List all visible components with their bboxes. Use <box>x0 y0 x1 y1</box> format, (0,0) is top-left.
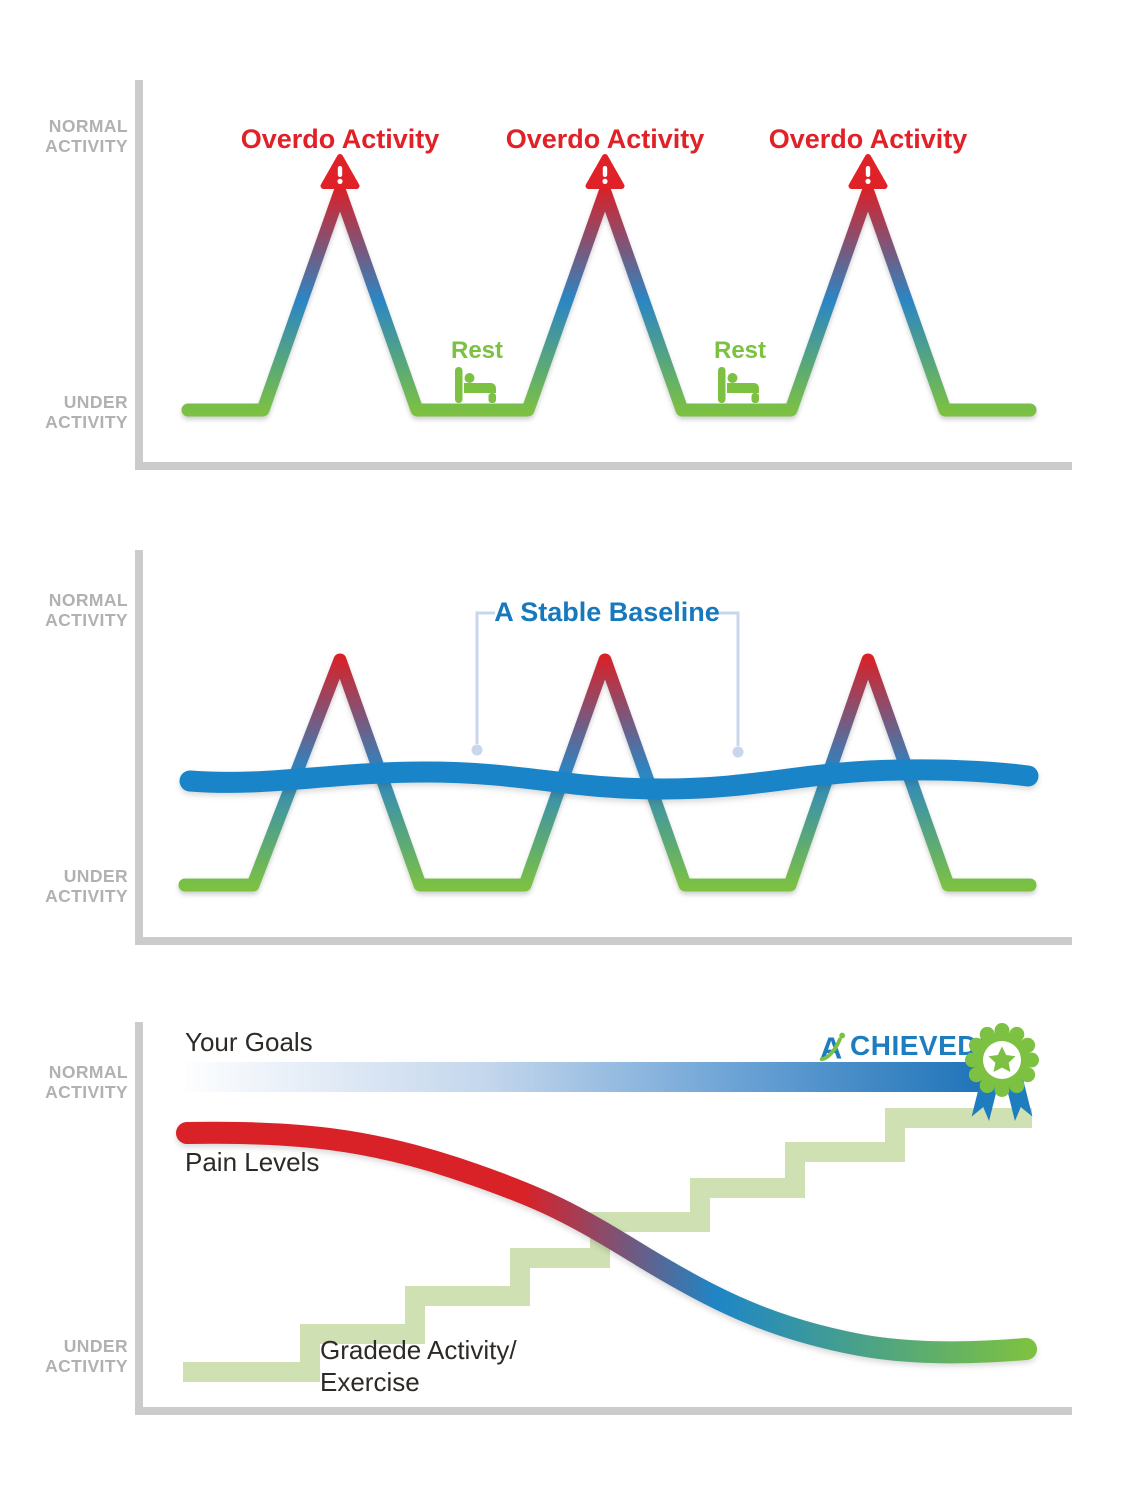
achieved-label: A CHIEVED! <box>818 1030 988 1065</box>
rest-label-1: Rest <box>450 337 504 364</box>
rest-label-2: Rest <box>713 337 767 364</box>
chart1-ylabel-under: UNDER ACTIVITY <box>45 392 128 432</box>
rest-bed-icon <box>716 367 764 410</box>
warning-triangle-icon <box>585 153 625 195</box>
rest-bed-icon <box>453 367 501 410</box>
your-goals-label: Your Goals <box>185 1027 313 1057</box>
overdo-activity-label-1: Overdo Activity <box>240 124 440 154</box>
chart1-boom-bust-line <box>181 185 1037 417</box>
stable-baseline-brackets <box>471 611 744 758</box>
stable-baseline-label: A Stable Baseline <box>494 597 720 627</box>
chart3-ylabel-normal: NORMAL ACTIVITY <box>45 1062 128 1102</box>
chart3-axes <box>135 1022 1072 1415</box>
pain-levels-label: Pain Levels <box>185 1147 320 1177</box>
chart1-ylabel-normal: NORMAL ACTIVITY <box>45 116 128 156</box>
overdo-activity-label-2: Overdo Activity <box>505 124 705 154</box>
chart2-axes <box>135 550 1072 945</box>
chart2-ylabel-under: UNDER ACTIVITY <box>45 866 128 906</box>
chart3-ylabel-under: UNDER ACTIVITY <box>45 1336 128 1376</box>
achieved-logo-a-icon: A <box>818 1030 849 1065</box>
warning-triangle-icon <box>848 153 888 195</box>
graded-activity-label: Gradede Activity/Exercise <box>320 1335 517 1397</box>
warning-triangle-icon <box>320 153 360 195</box>
pain-levels-curve <box>176 1121 1037 1364</box>
chart1-axes <box>135 80 1072 470</box>
achieved-label-text: CHIEVED! <box>850 1030 988 1061</box>
goals-gradient-bar <box>185 1062 985 1092</box>
overdo-activity-label-3: Overdo Activity <box>768 124 968 154</box>
chart2-boom-bust-line <box>178 653 1037 892</box>
award-rosette-icon <box>957 1018 1047 1135</box>
stable-baseline-line <box>179 759 1039 800</box>
chart2-ylabel-normal: NORMAL ACTIVITY <box>45 590 128 630</box>
